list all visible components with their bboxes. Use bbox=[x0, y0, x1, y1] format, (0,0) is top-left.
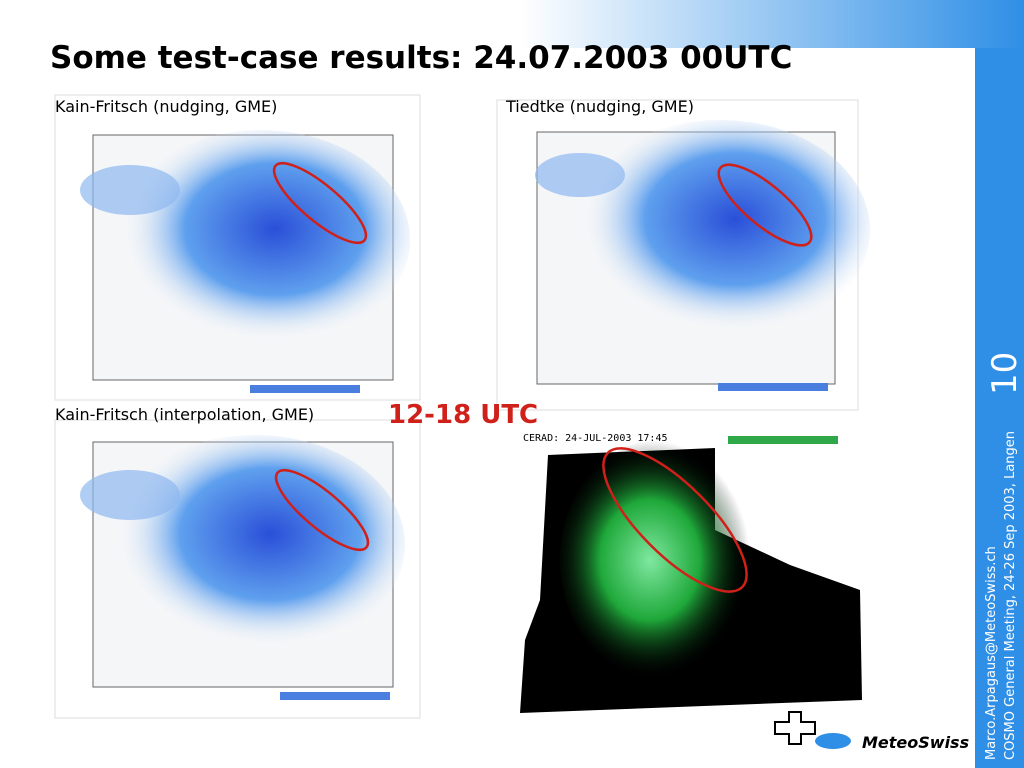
sidebar-meeting: COSMO General Meeting, 24-26 Sep 2003, L… bbox=[1003, 431, 1018, 760]
map-panel bbox=[496, 99, 870, 411]
side-bar bbox=[975, 48, 1024, 768]
logo bbox=[774, 711, 851, 749]
logo-text: MeteoSwiss bbox=[862, 733, 969, 752]
header-band bbox=[520, 0, 1024, 48]
panel-label: Kain-Fritsch (nudging, GME) bbox=[55, 97, 277, 116]
map-panel bbox=[54, 419, 421, 719]
panel-label: Tiedtke (nudging, GME) bbox=[505, 97, 694, 116]
slide-title: Some test-case results: 24.07.2003 00UTC bbox=[50, 40, 792, 76]
slide-number: 10 bbox=[985, 352, 1024, 395]
radar-caption: CERAD: 24-JUL-2003 17:45 bbox=[523, 433, 668, 444]
radar-panel bbox=[520, 430, 862, 713]
panel-label: Kain-Fritsch (interpolation, GME) bbox=[55, 405, 314, 424]
time-label: 12-18 UTC bbox=[388, 400, 538, 430]
sidebar-email: Marco.Arpagaus@MeteoSwiss.ch bbox=[984, 546, 999, 760]
map-panel bbox=[54, 94, 421, 401]
